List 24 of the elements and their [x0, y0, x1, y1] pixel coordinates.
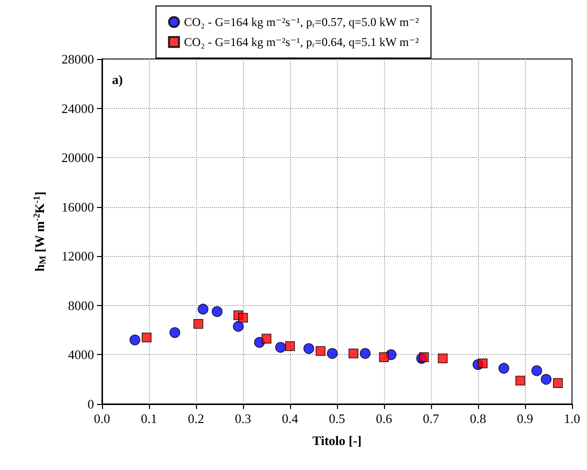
x-tick-label: 0.0: [94, 411, 110, 426]
y-axis-title: hM [W m-2K-1]: [32, 191, 48, 272]
x-axis-title: Titolo [-]: [312, 433, 362, 448]
y-tick-label: 12000: [62, 248, 94, 264]
x-tick-label: 0.4: [282, 411, 299, 426]
y-tick-label: 0: [88, 396, 94, 412]
y-tick-label: 24000: [62, 100, 94, 116]
x-tick-label: 0.2: [188, 411, 204, 426]
x-tick-label: 0.6: [376, 411, 393, 426]
y-tick-label: 28000: [62, 52, 94, 66]
annotation: a): [112, 72, 123, 87]
legend-label: CO₂ - G=164 kg m⁻²s⁻¹, pᵣ=0.57, q=5.0 kW m⁻²: [184, 15, 420, 29]
y-tick-label: 8000: [68, 298, 94, 313]
y-tick-label: 16000: [62, 199, 94, 214]
y-tick-label: 4000: [68, 347, 94, 362]
x-tick-label: 0.3: [234, 411, 252, 426]
x-tick-label: 0.5: [328, 411, 346, 426]
x-tick-label: 1.0: [564, 411, 580, 426]
x-tick-label: 0.9: [516, 411, 534, 426]
y-tick-label: 20000: [62, 150, 94, 166]
x-tick-label: 0.8: [470, 411, 486, 426]
legend-label: CO₂ - G=164 kg m⁻²s⁻¹, pᵣ=0.64, q=5.1 kW m⁻²: [184, 35, 420, 49]
x-tick-label: 0.1: [140, 411, 158, 426]
x-tick-label: 0.7: [422, 411, 440, 426]
